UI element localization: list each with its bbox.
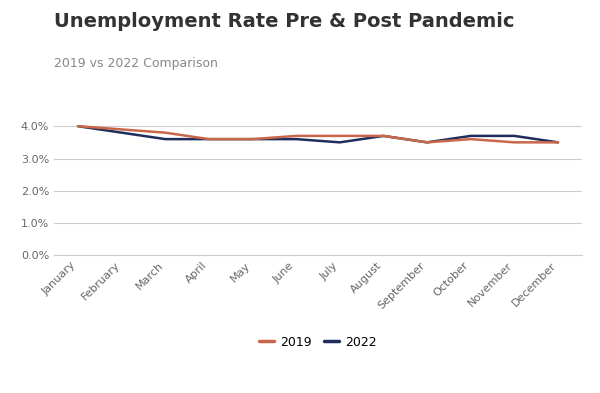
Legend: 2019, 2022: 2019, 2022 [254, 331, 382, 354]
2022 [467, 134, 475, 138]
2019 [118, 127, 125, 132]
2019 [161, 130, 169, 135]
Text: 2019 vs 2022 Comparison: 2019 vs 2022 Comparison [54, 57, 218, 70]
2019 [249, 137, 256, 141]
2019 [336, 134, 343, 138]
2019 [467, 137, 475, 141]
2019 [293, 134, 300, 138]
2019 [74, 124, 82, 129]
2019 [554, 140, 562, 145]
2022 [293, 137, 300, 141]
2022 [336, 140, 343, 145]
2022 [424, 140, 431, 145]
2022 [205, 137, 212, 141]
Line: 2022: 2022 [78, 126, 558, 142]
2022 [249, 137, 256, 141]
2019 [205, 137, 212, 141]
2022 [380, 134, 387, 138]
2019 [511, 140, 518, 145]
Line: 2019: 2019 [78, 126, 558, 142]
2022 [554, 140, 562, 145]
2022 [118, 130, 125, 135]
2022 [511, 134, 518, 138]
2022 [74, 124, 82, 129]
2019 [424, 140, 431, 145]
2019 [380, 134, 387, 138]
Text: Unemployment Rate Pre & Post Pandemic: Unemployment Rate Pre & Post Pandemic [54, 12, 515, 31]
2022 [161, 137, 169, 141]
